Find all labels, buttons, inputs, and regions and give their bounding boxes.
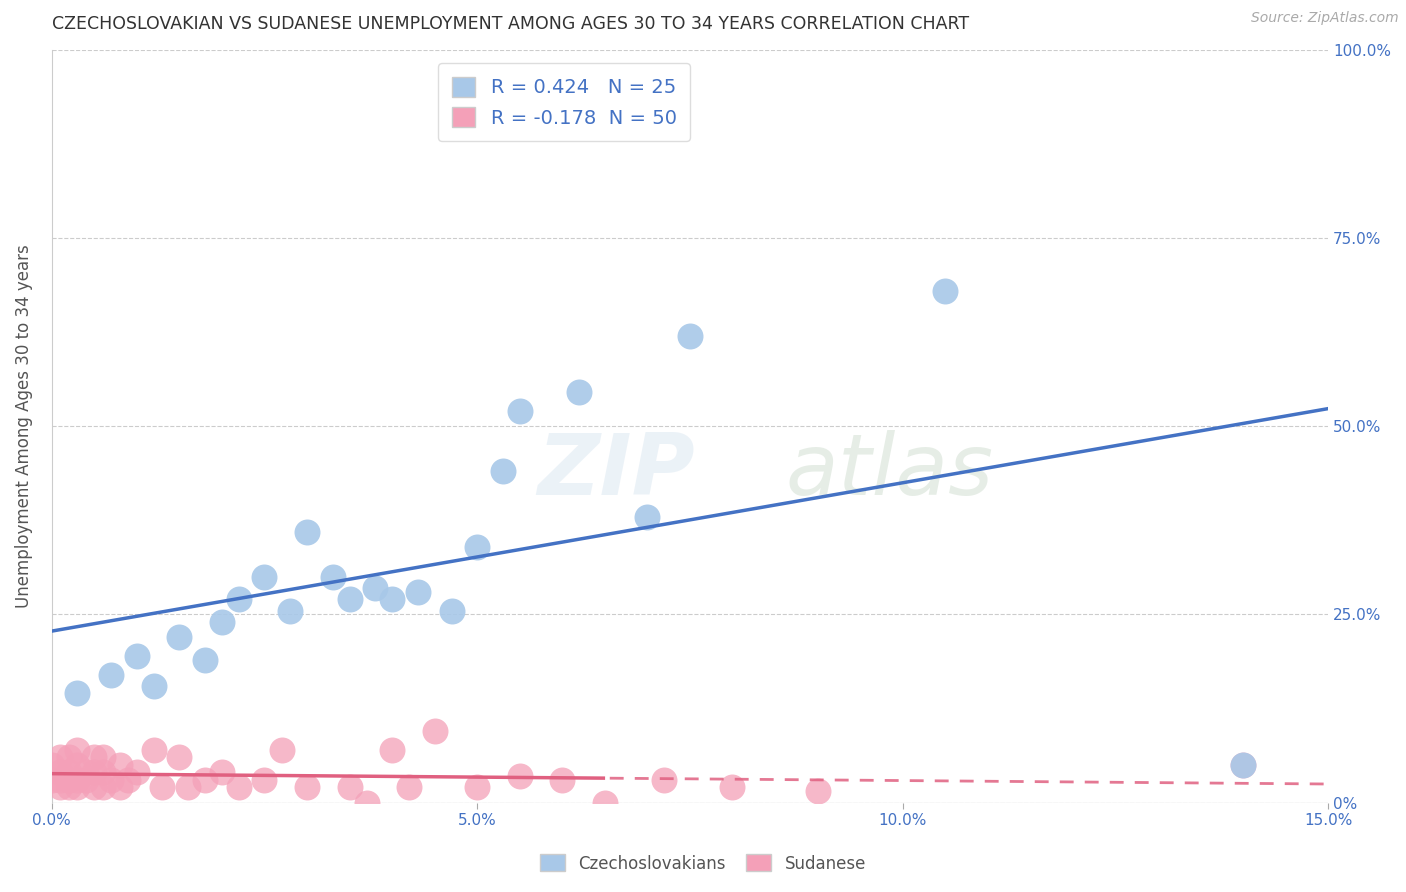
Point (83, 765, 105, 780)
Point (125, 765, 148, 780)
Point (66, 757, 89, 772)
Point (75, 765, 97, 780)
Point (41, 757, 63, 772)
Point (228, 592, 250, 607)
Point (1232, 757, 1254, 772)
Point (194, 772, 217, 787)
Point (66, 772, 89, 787)
Point (169, 750, 191, 764)
Point (108, 780, 131, 795)
Point (806, 784, 828, 798)
Point (654, 772, 676, 787)
Point (381, 743, 404, 757)
Point (169, 630, 191, 644)
Legend: R = 0.424   N = 25, R = -0.178  N = 50: R = 0.424 N = 25, R = -0.178 N = 50 (439, 63, 690, 141)
Point (278, 604, 301, 618)
Point (440, 604, 463, 618)
Point (49, 780, 72, 795)
Point (465, 780, 488, 795)
Point (75, 772, 97, 787)
Point (679, 329, 702, 343)
Point (100, 772, 122, 787)
Point (593, 796, 616, 810)
Point (398, 780, 420, 795)
Point (551, 772, 574, 787)
Point (211, 615, 233, 629)
Point (41, 772, 63, 787)
Point (177, 780, 200, 795)
Point (228, 780, 250, 795)
Point (49, 750, 72, 764)
Point (150, 780, 173, 795)
Point (211, 765, 233, 780)
Point (406, 584, 429, 599)
Text: Source: ZipAtlas.com: Source: ZipAtlas.com (1251, 11, 1399, 25)
Point (253, 772, 276, 787)
Point (117, 772, 139, 787)
Point (423, 724, 446, 739)
Point (721, 780, 744, 795)
Point (492, 464, 515, 478)
Point (66, 743, 89, 757)
Point (125, 648, 148, 663)
Point (636, 509, 658, 524)
Point (66, 780, 89, 795)
Text: CZECHOSLOVAKIAN VS SUDANESE UNEMPLOYMENT AMONG AGES 30 TO 34 YEARS CORRELATION C: CZECHOSLOVAKIAN VS SUDANESE UNEMPLOYMENT… (52, 15, 969, 33)
Point (83, 750, 105, 764)
Point (356, 796, 378, 810)
Point (339, 780, 361, 795)
Point (194, 652, 217, 666)
Point (509, 404, 531, 418)
Point (509, 769, 531, 783)
Point (295, 524, 318, 539)
Point (322, 570, 344, 584)
Point (142, 743, 165, 757)
Point (58, 780, 80, 795)
Point (253, 570, 276, 584)
Text: ZIP: ZIP (537, 430, 695, 513)
Point (58, 750, 80, 764)
Point (66, 686, 89, 700)
Point (364, 581, 387, 595)
Legend: Czechoslovakians, Sudanese: Czechoslovakians, Sudanese (533, 847, 873, 880)
Point (381, 592, 404, 607)
Point (568, 385, 591, 400)
Point (270, 743, 292, 757)
Point (91, 765, 114, 780)
Point (339, 592, 361, 607)
Point (58, 772, 80, 787)
Point (49, 772, 72, 787)
Point (934, 284, 956, 298)
Point (295, 780, 318, 795)
Point (49, 765, 72, 780)
Point (465, 540, 488, 554)
Point (91, 780, 114, 795)
Point (1232, 757, 1254, 772)
Point (100, 667, 122, 681)
Point (108, 757, 131, 772)
Y-axis label: Unemployment Among Ages 30 to 34 years: Unemployment Among Ages 30 to 34 years (15, 244, 32, 608)
Point (83, 780, 105, 795)
Text: atlas: atlas (786, 430, 994, 513)
Point (58, 765, 80, 780)
Point (91, 750, 114, 764)
Point (142, 679, 165, 693)
